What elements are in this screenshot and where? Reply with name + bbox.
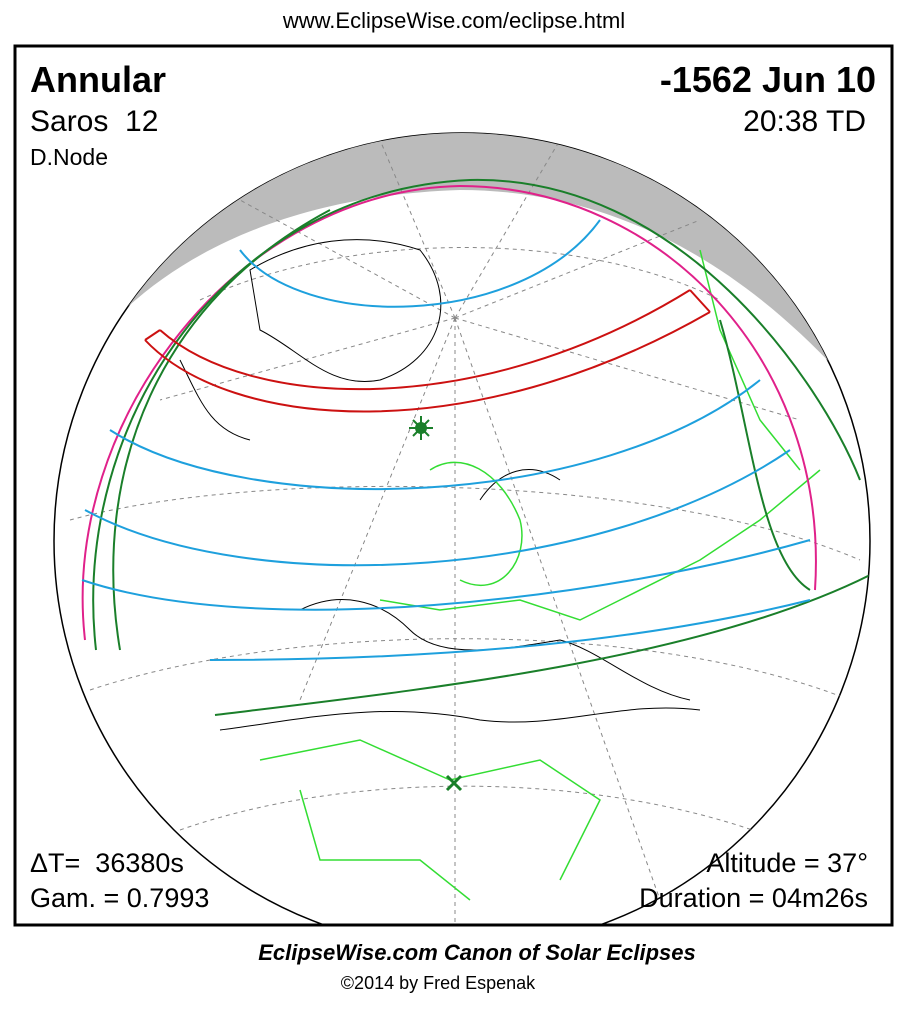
time-curves <box>81 219 811 661</box>
eclipse-type: Annular <box>30 59 166 100</box>
url: www.EclipseWise.com/eclipse.html <box>282 8 625 33</box>
duration: Duration = 04m26s <box>639 883 868 913</box>
footer-copyright: ©2014 by Fred Espenak <box>341 973 536 993</box>
central-path <box>144 289 711 413</box>
date: -1562 Jun 10 <box>660 59 876 100</box>
altitude: Altitude = 37° <box>706 848 868 878</box>
greatest-eclipse <box>409 416 433 440</box>
graticule <box>69 139 861 924</box>
node: D.Node <box>30 144 108 170</box>
sub-solar-point <box>445 774 463 792</box>
footer-title: EclipseWise.com Canon of Solar Eclipses <box>258 940 696 965</box>
frame <box>13 44 894 927</box>
globe <box>53 132 871 924</box>
time: 20:38 TD <box>743 105 866 138</box>
delta-t: ΔT= 36380s <box>30 848 184 878</box>
contact-curves <box>92 178 870 716</box>
saros: Saros 12 <box>30 105 158 138</box>
gamma: Gam. = 0.7993 <box>30 883 209 913</box>
penumbra-limit <box>81 184 817 641</box>
